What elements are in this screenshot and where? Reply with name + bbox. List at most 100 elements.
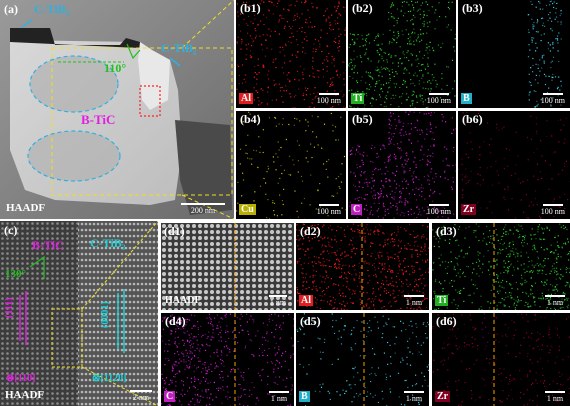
label-c-zone-left: ⊗[110] bbox=[6, 373, 36, 384]
map-dots bbox=[349, 111, 456, 219]
map-panel-maps_b-3: (b4) Cu 100 nm bbox=[236, 111, 346, 219]
panel-c-lattice bbox=[0, 221, 158, 406]
map-letter: (b3) bbox=[462, 1, 483, 15]
callout-line-c-bottom bbox=[81, 366, 158, 406]
panel-c-letter: (c) bbox=[4, 223, 18, 237]
map-scale-bar: 100 nm bbox=[427, 93, 451, 105]
scale-bar-line bbox=[269, 295, 287, 297]
element-label: Ti bbox=[351, 93, 365, 104]
map-panel-maps_d-2: (d4) C 1 nm bbox=[161, 313, 294, 406]
scale-bar-label: 1 nm bbox=[546, 394, 564, 403]
label-c-zone-right: ⊗[1120] bbox=[92, 373, 127, 384]
scale-bar-line bbox=[542, 93, 563, 95]
element-label: C bbox=[351, 204, 363, 215]
panel-d1-scale-bar: 1 nm bbox=[267, 295, 289, 307]
callout-line-c-top bbox=[81, 221, 158, 310]
map-letter: (d5) bbox=[300, 314, 321, 328]
scale-bar-label: 1 nm bbox=[270, 394, 288, 403]
element-label: B bbox=[299, 391, 310, 402]
scale-bar-line bbox=[428, 204, 449, 206]
scale-bar-line bbox=[545, 295, 565, 297]
element-label: C bbox=[164, 391, 176, 402]
map-dots bbox=[236, 111, 346, 219]
scale-bar-label: 100 nm bbox=[426, 207, 451, 216]
map-scale-bar: 100 nm bbox=[541, 93, 565, 105]
panel-d1-haadf-image: (d1) HAADF 1 nm bbox=[161, 223, 294, 310]
element-label: Al bbox=[299, 295, 313, 306]
scale-bar-label: 2 nm bbox=[132, 393, 150, 402]
map-letter: (b6) bbox=[462, 112, 483, 126]
map-dots bbox=[348, 0, 456, 108]
map-dots bbox=[432, 313, 570, 406]
scale-bar-label: 200 nm bbox=[190, 206, 216, 215]
element-label: Zr bbox=[461, 204, 477, 215]
map-panel-maps_d-1: (d3) Ti 1 nm bbox=[432, 223, 570, 310]
map-scale-bar: 100 nm bbox=[317, 93, 341, 105]
panel-d1-detector: HAADF bbox=[165, 295, 201, 306]
label-ctib2-right: C-TiB₂ bbox=[161, 41, 197, 55]
map-dots bbox=[432, 223, 570, 310]
scale-bar-label: 1 nm bbox=[546, 298, 564, 307]
map-scale-bar: 1 nm bbox=[269, 391, 289, 403]
map-dots bbox=[236, 0, 346, 108]
element-label: Cu bbox=[239, 204, 256, 215]
scale-bar-label: 100 nm bbox=[316, 207, 341, 216]
panel-c-haadf-image bbox=[0, 221, 158, 406]
map-letter: (d2) bbox=[300, 224, 321, 238]
callout-box-c bbox=[51, 308, 83, 368]
element-label: Zr bbox=[435, 391, 451, 402]
label-c-plane-left: (111) bbox=[4, 297, 15, 318]
scale-bar-line bbox=[545, 391, 565, 393]
map-panel-maps_b-0: (b1) Al 100 nm bbox=[236, 0, 346, 108]
label-ctib2-top: C-TiB₂ bbox=[34, 2, 70, 16]
scale-bar-line bbox=[269, 391, 289, 393]
map-letter: (d3) bbox=[436, 224, 457, 238]
scale-bar-line bbox=[404, 295, 424, 297]
scale-bar-label: 100 nm bbox=[316, 96, 341, 105]
map-scale-bar: 1 nm bbox=[404, 391, 424, 403]
map-letter: (b2) bbox=[352, 1, 373, 15]
map-panel-maps_d-0: (d2) Al 1 nm bbox=[296, 223, 429, 310]
label-c-ctib2: C-TiB₂ bbox=[90, 236, 126, 250]
panel-c-scale-bar: 2 nm bbox=[129, 390, 153, 402]
panel-a-detector: HAADF bbox=[6, 202, 46, 214]
map-panel-maps_b-2: (b3) B 100 nm bbox=[458, 0, 570, 108]
scale-bar-line bbox=[542, 204, 563, 206]
scale-bar-label: 1 nm bbox=[405, 298, 423, 307]
map-dots bbox=[527, 0, 562, 108]
element-label: B bbox=[461, 93, 472, 104]
map-panel-maps_d-4: (d6) Zr 1 nm bbox=[432, 313, 570, 406]
label-c-btic: B-TiC bbox=[32, 238, 64, 252]
element-label: Ti bbox=[435, 295, 449, 306]
angle-marker-c bbox=[29, 255, 45, 279]
map-panel-maps_b-5: (b6) Zr 100 nm bbox=[458, 111, 570, 219]
map-scale-bar: 100 nm bbox=[427, 204, 451, 216]
panel-d1-letter: (d1) bbox=[164, 224, 185, 238]
scale-bar-label: 1 nm bbox=[269, 298, 287, 307]
scale-bar-label: 100 nm bbox=[540, 207, 565, 216]
scale-bar-line bbox=[318, 93, 339, 95]
map-dots bbox=[458, 111, 570, 219]
map-panel-maps_b-1: (b2) Ti 100 nm bbox=[348, 0, 456, 108]
map-panel-maps_b-4: (b5) C 100 nm bbox=[348, 111, 456, 219]
panel-a-letter: (a) bbox=[4, 2, 18, 16]
scale-bar-line bbox=[428, 93, 449, 95]
scale-bar-label: 100 nm bbox=[540, 96, 565, 105]
scale-bar-line bbox=[318, 204, 339, 206]
label-btic: B-TiC bbox=[81, 112, 116, 127]
map-panel-maps_d-3: (d5) B 1 nm bbox=[296, 313, 429, 406]
map-letter: (b1) bbox=[240, 1, 261, 15]
map-scale-bar: 1 nm bbox=[545, 295, 565, 307]
map-dots bbox=[161, 313, 294, 406]
map-scale-bar: 100 nm bbox=[541, 204, 565, 216]
scale-bar-label: 100 nm bbox=[426, 96, 451, 105]
panel-a-micrograph bbox=[0, 0, 234, 219]
label-c-plane-right: (0001) bbox=[100, 301, 111, 328]
map-letter: (d6) bbox=[436, 314, 457, 328]
scale-bar-label: 1 nm bbox=[405, 394, 423, 403]
label-angle-110: 110° bbox=[104, 61, 127, 75]
map-letter: (b4) bbox=[240, 112, 261, 126]
element-label: Al bbox=[239, 93, 253, 104]
map-dots bbox=[296, 313, 429, 406]
panel-c-detector: HAADF bbox=[5, 389, 45, 401]
